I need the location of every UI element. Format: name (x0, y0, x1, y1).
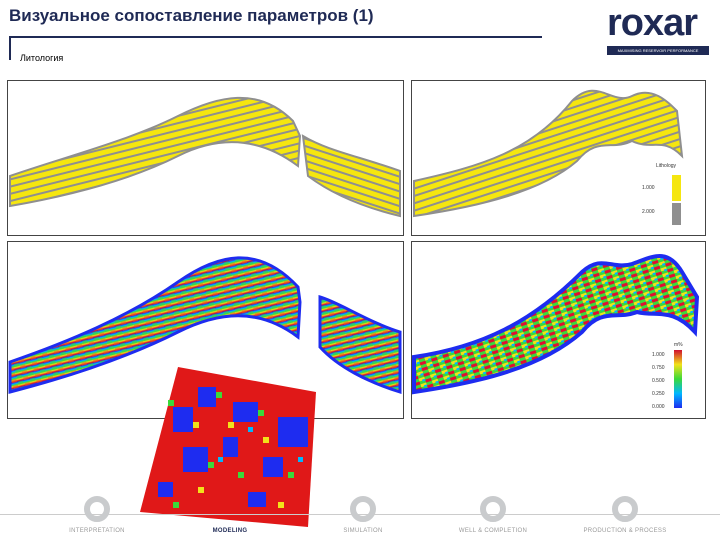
property-tick: 0.750 (652, 365, 665, 371)
lithology-shale-swatch (672, 203, 681, 225)
lithology-legend-label: 1.000 (642, 185, 655, 191)
process-cycle-icon (217, 496, 243, 522)
property-section-left-image (8, 256, 402, 395)
process-cycle-icon (612, 496, 638, 522)
lithology-section-right-panel: Lithology 1.000 2.000 (411, 80, 706, 236)
property-tick: 0.000 (652, 404, 665, 410)
lithology-legend-label: 2.000 (642, 209, 655, 215)
lithology-legend-title: Lithology (656, 163, 677, 169)
lithology-sand-swatch (672, 175, 681, 201)
lithology-section-left-image (9, 96, 401, 218)
process-cycle-icon (84, 496, 110, 522)
lithology-section-right-image (413, 89, 684, 218)
facies-map-image (140, 367, 316, 527)
stage-label: MODELING (212, 528, 248, 534)
lithology-section-left-panel (7, 80, 404, 236)
facies-map-view (138, 362, 318, 527)
property-section-right-panel: m% 1.000 0.750 0.500 0.250 0.000 (411, 241, 706, 419)
stage-label: INTERPRETATION (69, 528, 125, 534)
property-tick: 0.500 (652, 378, 665, 384)
process-cycle-icon (480, 496, 506, 522)
property-legend-title: m% (674, 342, 683, 348)
stage-simulation: SIMULATION (303, 496, 423, 534)
process-cycle-icon (350, 496, 376, 522)
roxar-logo: roxar MAXIMISING RESERVOIR PERFORMANCE (607, 2, 709, 55)
logo-wordmark: roxar (607, 2, 698, 44)
property-colorbar (674, 350, 682, 408)
stage-label: SIMULATION (343, 528, 383, 534)
property-tick: 1.000 (652, 352, 665, 358)
page-title: Визуальное сопоставление параметров (1) (9, 6, 374, 25)
lithology-legend: Lithology 1.000 2.000 (642, 163, 681, 225)
stage-label: WELL & COMPLETION (458, 528, 528, 534)
stage-production-process: PRODUCTION & PROCESS (565, 496, 685, 534)
page-subtitle: Литология (20, 53, 64, 63)
property-tick: 0.250 (652, 391, 665, 397)
property-section-right-image (412, 254, 700, 395)
logo-tagline: MAXIMISING RESERVOIR PERFORMANCE (607, 46, 709, 55)
title-underline (9, 36, 542, 38)
title-side-line (9, 36, 11, 60)
stage-label: PRODUCTION & PROCESS (583, 528, 667, 534)
stage-modeling: MODELING (170, 496, 290, 534)
stage-interpretation: INTERPRETATION (37, 496, 157, 534)
stage-well-completion: WELL & COMPLETION (433, 496, 553, 534)
